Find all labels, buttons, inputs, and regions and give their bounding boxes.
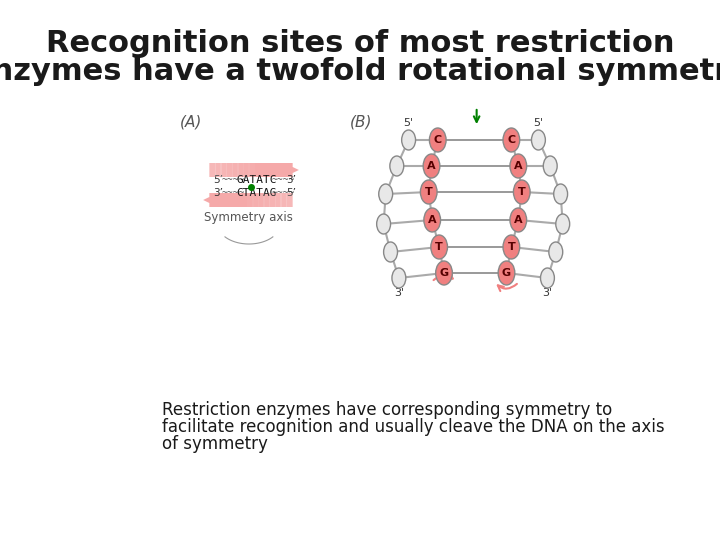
Text: A: A	[427, 161, 436, 171]
Circle shape	[531, 130, 545, 150]
Bar	[215, 163, 222, 177]
Bar	[269, 193, 276, 207]
Circle shape	[424, 208, 441, 232]
Circle shape	[420, 180, 437, 204]
Circle shape	[503, 235, 520, 259]
Text: 5’: 5’	[213, 175, 222, 185]
Text: Restriction enzymes have corresponding symmetry to: Restriction enzymes have corresponding s…	[162, 401, 613, 419]
Text: G: G	[502, 268, 511, 278]
Text: 3’: 3’	[213, 188, 222, 198]
Circle shape	[402, 130, 415, 150]
Bar	[253, 193, 259, 207]
Circle shape	[513, 180, 530, 204]
Text: GATATC: GATATC	[236, 175, 277, 185]
Text: T: T	[508, 242, 516, 252]
Circle shape	[431, 235, 447, 259]
Bar	[264, 193, 271, 207]
Bar	[237, 163, 244, 177]
Circle shape	[544, 156, 557, 176]
Text: A: A	[514, 215, 523, 225]
Text: ~~~~: ~~~~	[271, 188, 294, 198]
Text: 5': 5'	[534, 118, 544, 128]
Text: (A): (A)	[179, 114, 202, 130]
Text: A: A	[514, 161, 523, 171]
Circle shape	[541, 268, 554, 288]
Text: ~~~~: ~~~~	[221, 188, 245, 198]
Circle shape	[549, 242, 563, 262]
Bar	[210, 163, 216, 177]
Circle shape	[503, 128, 520, 152]
Text: ~~~~: ~~~~	[271, 175, 294, 185]
Text: ~~~~: ~~~~	[221, 175, 245, 185]
Bar	[247, 193, 253, 207]
Bar	[258, 193, 265, 207]
Text: C: C	[508, 135, 516, 145]
Circle shape	[384, 242, 397, 262]
Text: T: T	[425, 187, 433, 197]
Text: facilitate recognition and usually cleave the DNA on the axis: facilitate recognition and usually cleav…	[162, 418, 665, 436]
Text: 3': 3'	[542, 288, 552, 298]
Circle shape	[423, 154, 440, 178]
Bar	[248, 163, 255, 177]
Text: C: C	[433, 135, 442, 145]
Text: enzymes have a twofold rotational symmetry: enzymes have a twofold rotational symmet…	[0, 57, 720, 86]
Text: 3': 3'	[394, 288, 404, 298]
Circle shape	[429, 128, 446, 152]
Circle shape	[498, 261, 515, 285]
Circle shape	[436, 261, 452, 285]
Text: 3’: 3’	[287, 175, 297, 185]
Text: 5': 5'	[403, 118, 414, 128]
Circle shape	[392, 268, 406, 288]
Text: (B): (B)	[350, 114, 372, 130]
Polygon shape	[210, 163, 299, 177]
Text: G: G	[439, 268, 449, 278]
Circle shape	[556, 214, 570, 234]
Polygon shape	[203, 193, 292, 207]
Text: A: A	[428, 215, 436, 225]
Circle shape	[554, 184, 567, 204]
Circle shape	[377, 214, 390, 234]
Bar	[243, 163, 250, 177]
Bar	[226, 163, 233, 177]
Bar	[220, 163, 228, 177]
Circle shape	[379, 184, 392, 204]
Circle shape	[510, 154, 526, 178]
Text: CTATAG: CTATAG	[236, 188, 277, 198]
Text: Recognition sites of most restriction: Recognition sites of most restriction	[46, 29, 674, 57]
Text: T: T	[436, 242, 443, 252]
Text: of symmetry: of symmetry	[162, 435, 268, 453]
Text: T: T	[518, 187, 526, 197]
Text: 5’: 5’	[287, 188, 297, 198]
Bar	[286, 193, 292, 207]
Circle shape	[390, 156, 404, 176]
Bar	[232, 163, 238, 177]
Bar	[274, 193, 282, 207]
Bar	[280, 193, 287, 207]
Circle shape	[510, 208, 526, 232]
Text: Symmetry axis: Symmetry axis	[204, 211, 293, 224]
